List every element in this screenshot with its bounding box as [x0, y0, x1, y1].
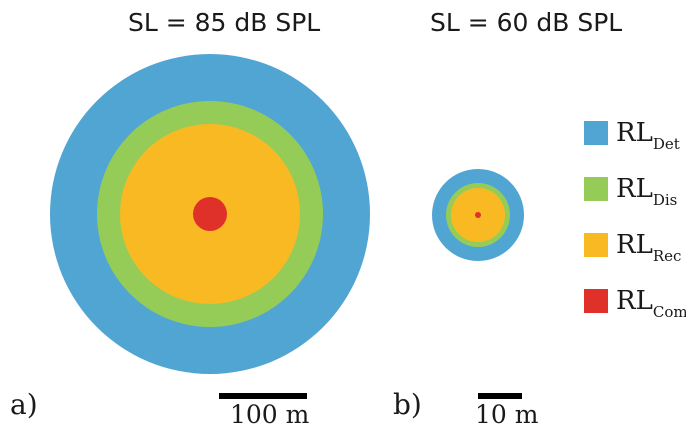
panel-b-comfortable-circle: [475, 212, 481, 218]
panel-a-title: SL = 85 dB SPL: [128, 8, 321, 37]
legend-label-discrimination: RLDis: [616, 174, 678, 209]
panel-a-scale-bar: [219, 393, 307, 399]
panel-a-scale-label: 100 m: [230, 400, 310, 429]
panel-a-comfortable-circle: [193, 197, 227, 231]
panel-b-circles: [432, 169, 524, 261]
panel-b-title: SL = 60 dB SPL: [430, 8, 623, 37]
legend-swatch-recognition: [584, 233, 608, 257]
legend-swatch-detection: [584, 121, 608, 145]
legend-label-comfortable: RLCom: [616, 286, 686, 321]
panel-b-label: b): [393, 388, 422, 421]
panel-b-scale-label: 10 m: [475, 400, 539, 429]
panel-a-label: a): [10, 388, 38, 421]
legend-swatch-discrimination: [584, 177, 608, 201]
legend-label-detection: RLDet: [616, 118, 680, 153]
panel-a-circles: [50, 54, 370, 374]
legend-label-recognition: RLRec: [616, 230, 682, 265]
legend-swatch-comfortable: [584, 289, 608, 313]
panel-b-scale-bar: [478, 393, 522, 399]
